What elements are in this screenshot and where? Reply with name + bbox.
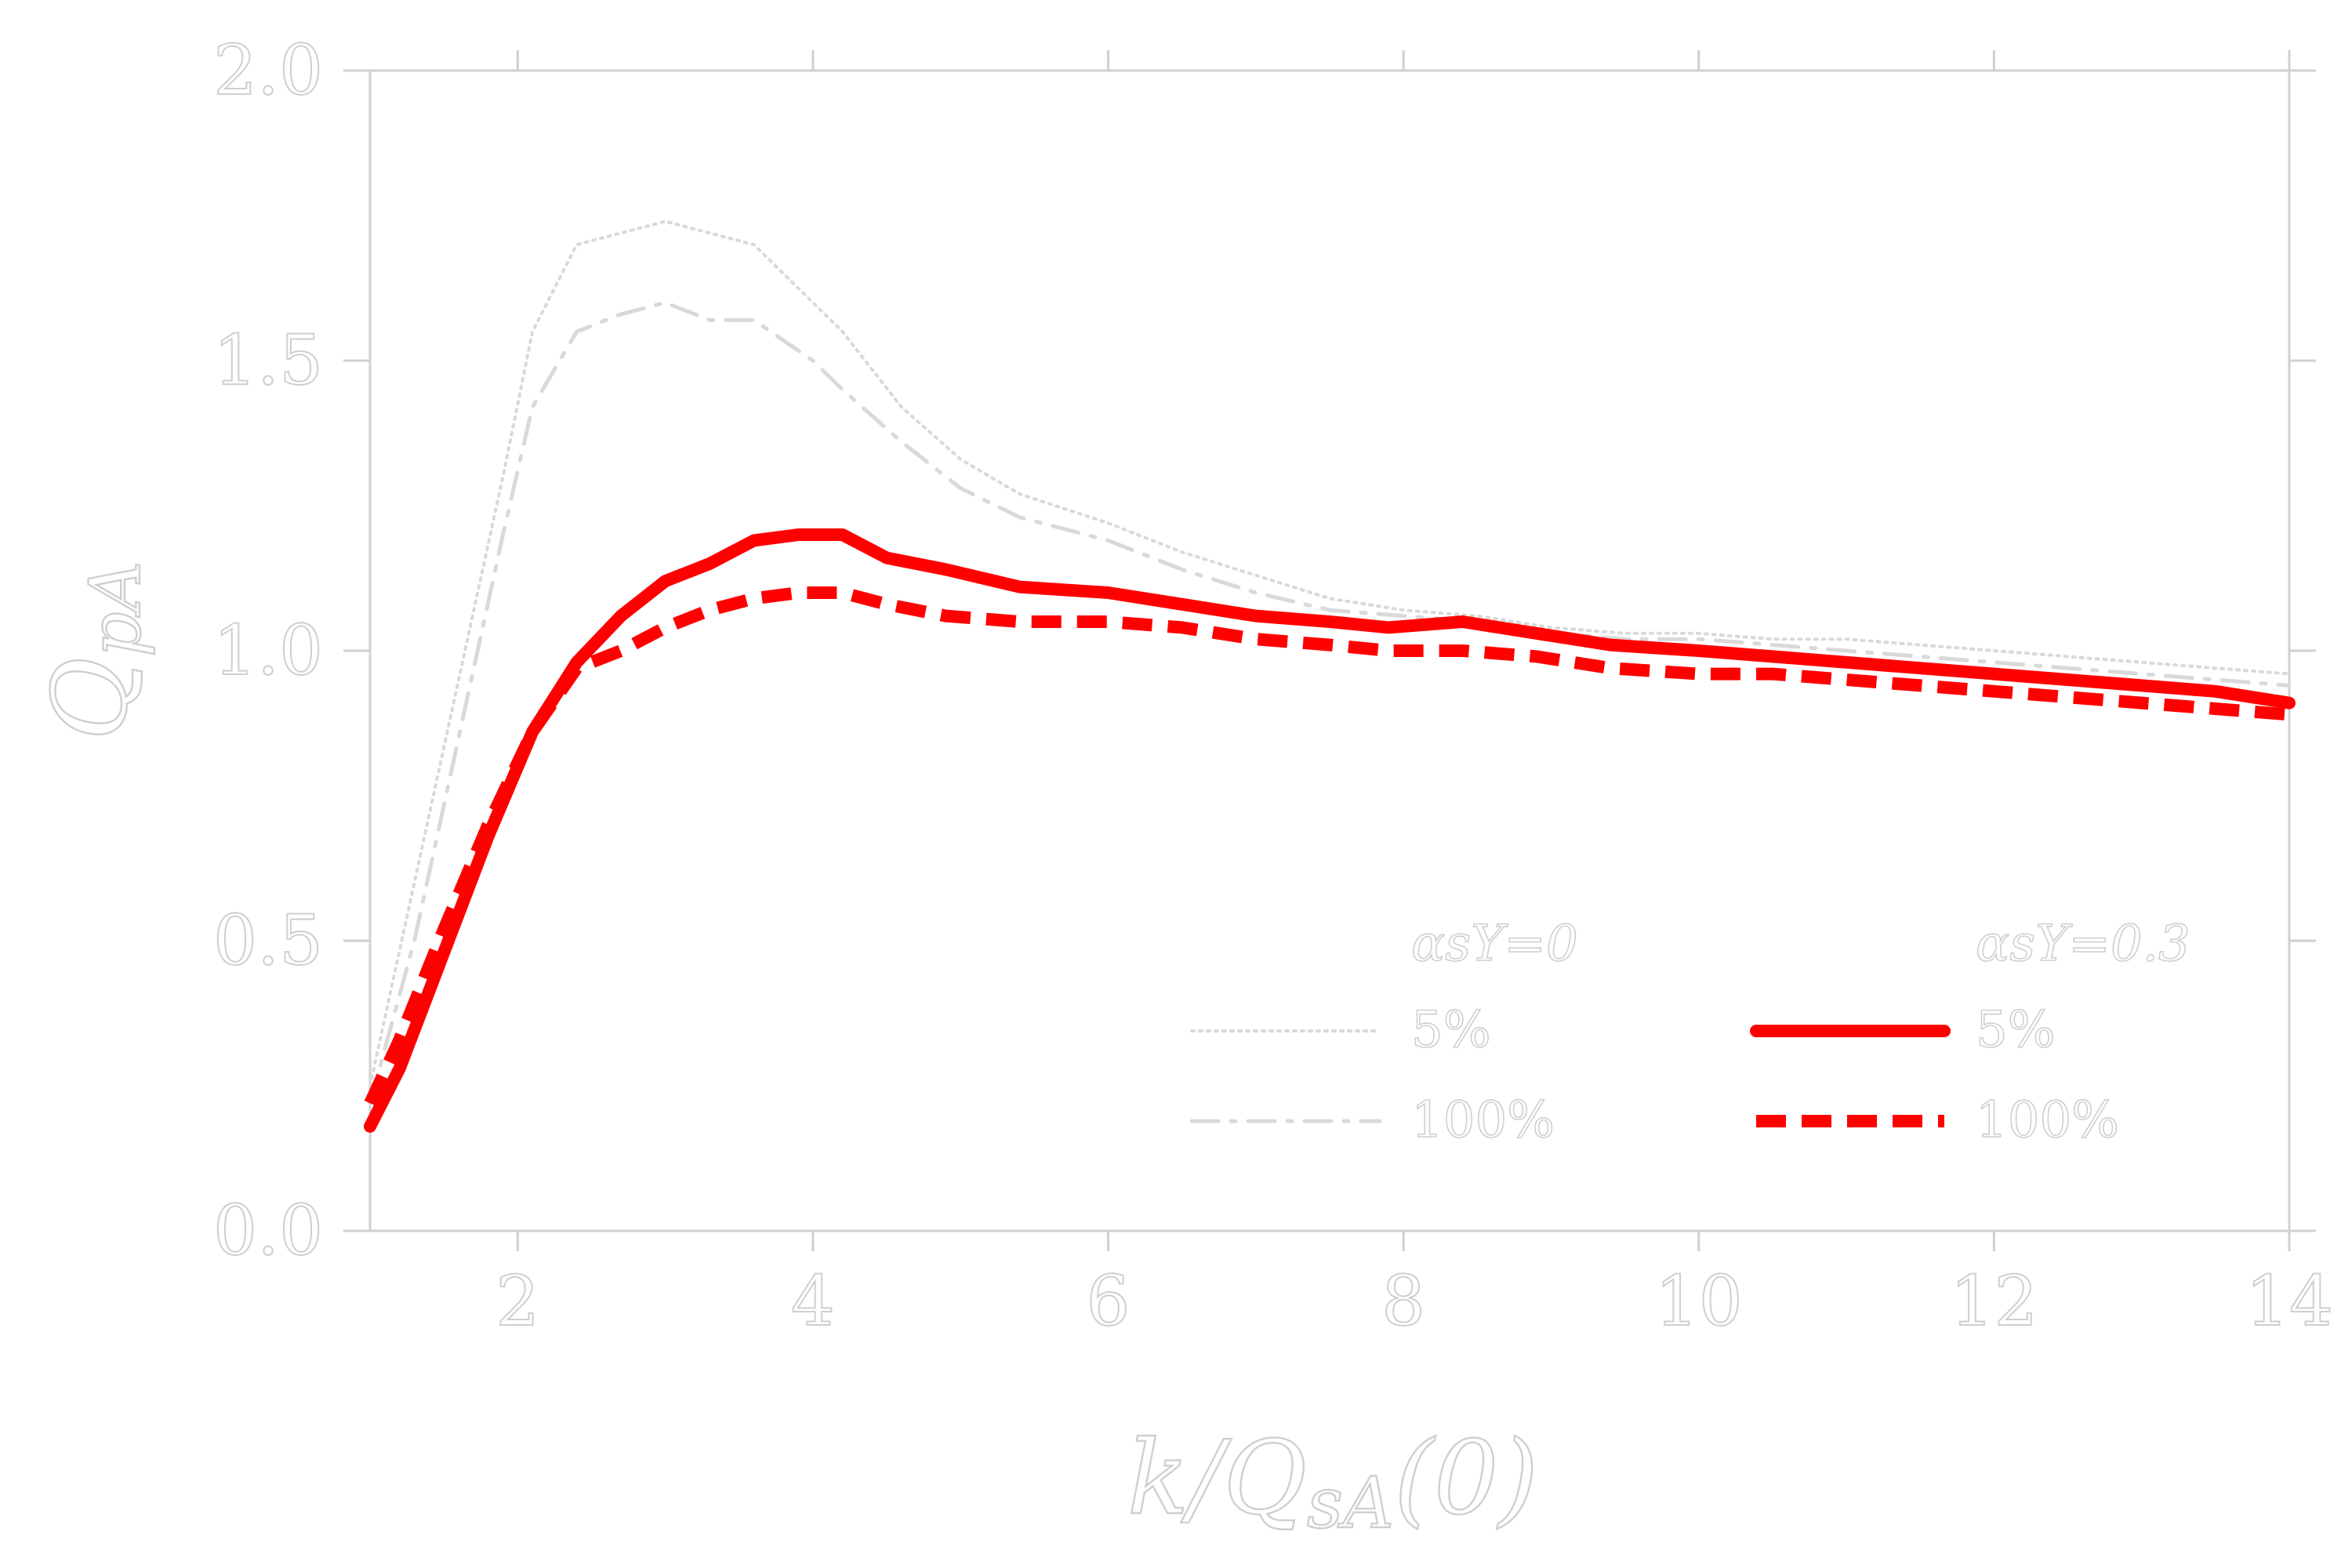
legend-label: 5% [1976, 1001, 2056, 1059]
y-tick-label: 0.0 [213, 1190, 323, 1271]
y-axis-title-subscript: pA [74, 561, 157, 657]
y-axis-title-main: Q [31, 657, 150, 741]
x-axis-title-main: k/Q [1127, 1418, 1307, 1537]
x-axis-ticks: 2 4 6 8 10 12 14 [495, 50, 2334, 1342]
x-tick-label: 10 [1655, 1261, 1743, 1341]
x-axis-title-subscript: sA [1307, 1462, 1394, 1544]
x-tick-label: 14 [2245, 1261, 2333, 1341]
x-tick-label: 12 [1950, 1261, 2038, 1341]
legend-group-title: αsY=0.3 [1976, 915, 2190, 973]
legend: αsY=0 αsY=0.3 5% 100% 5% 100% [1189, 914, 2191, 1150]
series-layer [364, 220, 2296, 1133]
y-tick-label: 1.0 [213, 610, 323, 691]
y-axis-title-text: QpA [31, 561, 157, 740]
x-tick-label: 2 [495, 1261, 539, 1341]
y-axis-ticks: 0.0 0.5 1.0 1.5 2.0 [212, 29, 2316, 1272]
x-tick-label: 4 [791, 1261, 835, 1341]
legend-label: 5% [1411, 1001, 1491, 1059]
x-axis-title: k/QsA(0) [1127, 1417, 1540, 1545]
x-axis-title-text: k/QsA(0) [1127, 1418, 1539, 1544]
legend-label: 100% [1411, 1091, 1555, 1149]
legend-label: 100% [1976, 1091, 2119, 1149]
x-axis-title-tail: (0) [1394, 1418, 1538, 1537]
legend-group-title: αsY=0 [1411, 915, 1578, 973]
series-line-2 [364, 528, 2296, 1133]
x-tick-label: 8 [1381, 1261, 1425, 1341]
y-tick-label: 0.5 [213, 900, 323, 981]
series-line-3 [364, 586, 2290, 1106]
series-line-0 [368, 220, 2291, 1087]
y-tick-label: 1.5 [213, 320, 323, 401]
y-tick-label: 2.0 [213, 30, 323, 111]
y-axis-title: QpA [30, 560, 158, 742]
x-tick-label: 6 [1087, 1261, 1131, 1341]
series-line-1 [368, 300, 2292, 1105]
